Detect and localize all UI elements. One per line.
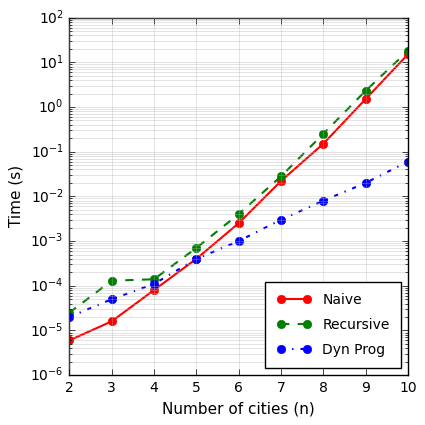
Naive [109,319,114,324]
Recursive [151,277,156,282]
Dyn Prog [278,217,283,222]
Dyn Prog [363,180,368,185]
Naive [321,141,326,146]
Naive [67,338,72,343]
Recursive [405,48,411,54]
Dyn Prog [109,297,114,302]
Naive [363,96,368,102]
Recursive [109,278,114,283]
Recursive [67,310,72,315]
Line: Naive: Naive [65,50,412,345]
Naive [151,288,156,293]
Legend: Naive, Recursive, Dyn Prog: Naive, Recursive, Dyn Prog [266,282,401,368]
Naive [405,52,411,57]
Recursive [363,88,368,94]
Dyn Prog [405,159,411,164]
X-axis label: Number of cities (n): Number of cities (n) [162,402,315,416]
Dyn Prog [67,314,72,320]
Dyn Prog [151,281,156,286]
Line: Dyn Prog: Dyn Prog [65,157,412,321]
Naive [194,256,199,261]
Recursive [236,212,241,217]
Dyn Prog [321,198,326,203]
Recursive [321,131,326,136]
Y-axis label: Time (s): Time (s) [8,165,23,227]
Dyn Prog [194,256,199,261]
Dyn Prog [236,238,241,244]
Recursive [278,174,283,179]
Line: Recursive: Recursive [65,47,412,317]
Naive [236,221,241,226]
Naive [278,178,283,184]
Recursive [194,246,199,251]
